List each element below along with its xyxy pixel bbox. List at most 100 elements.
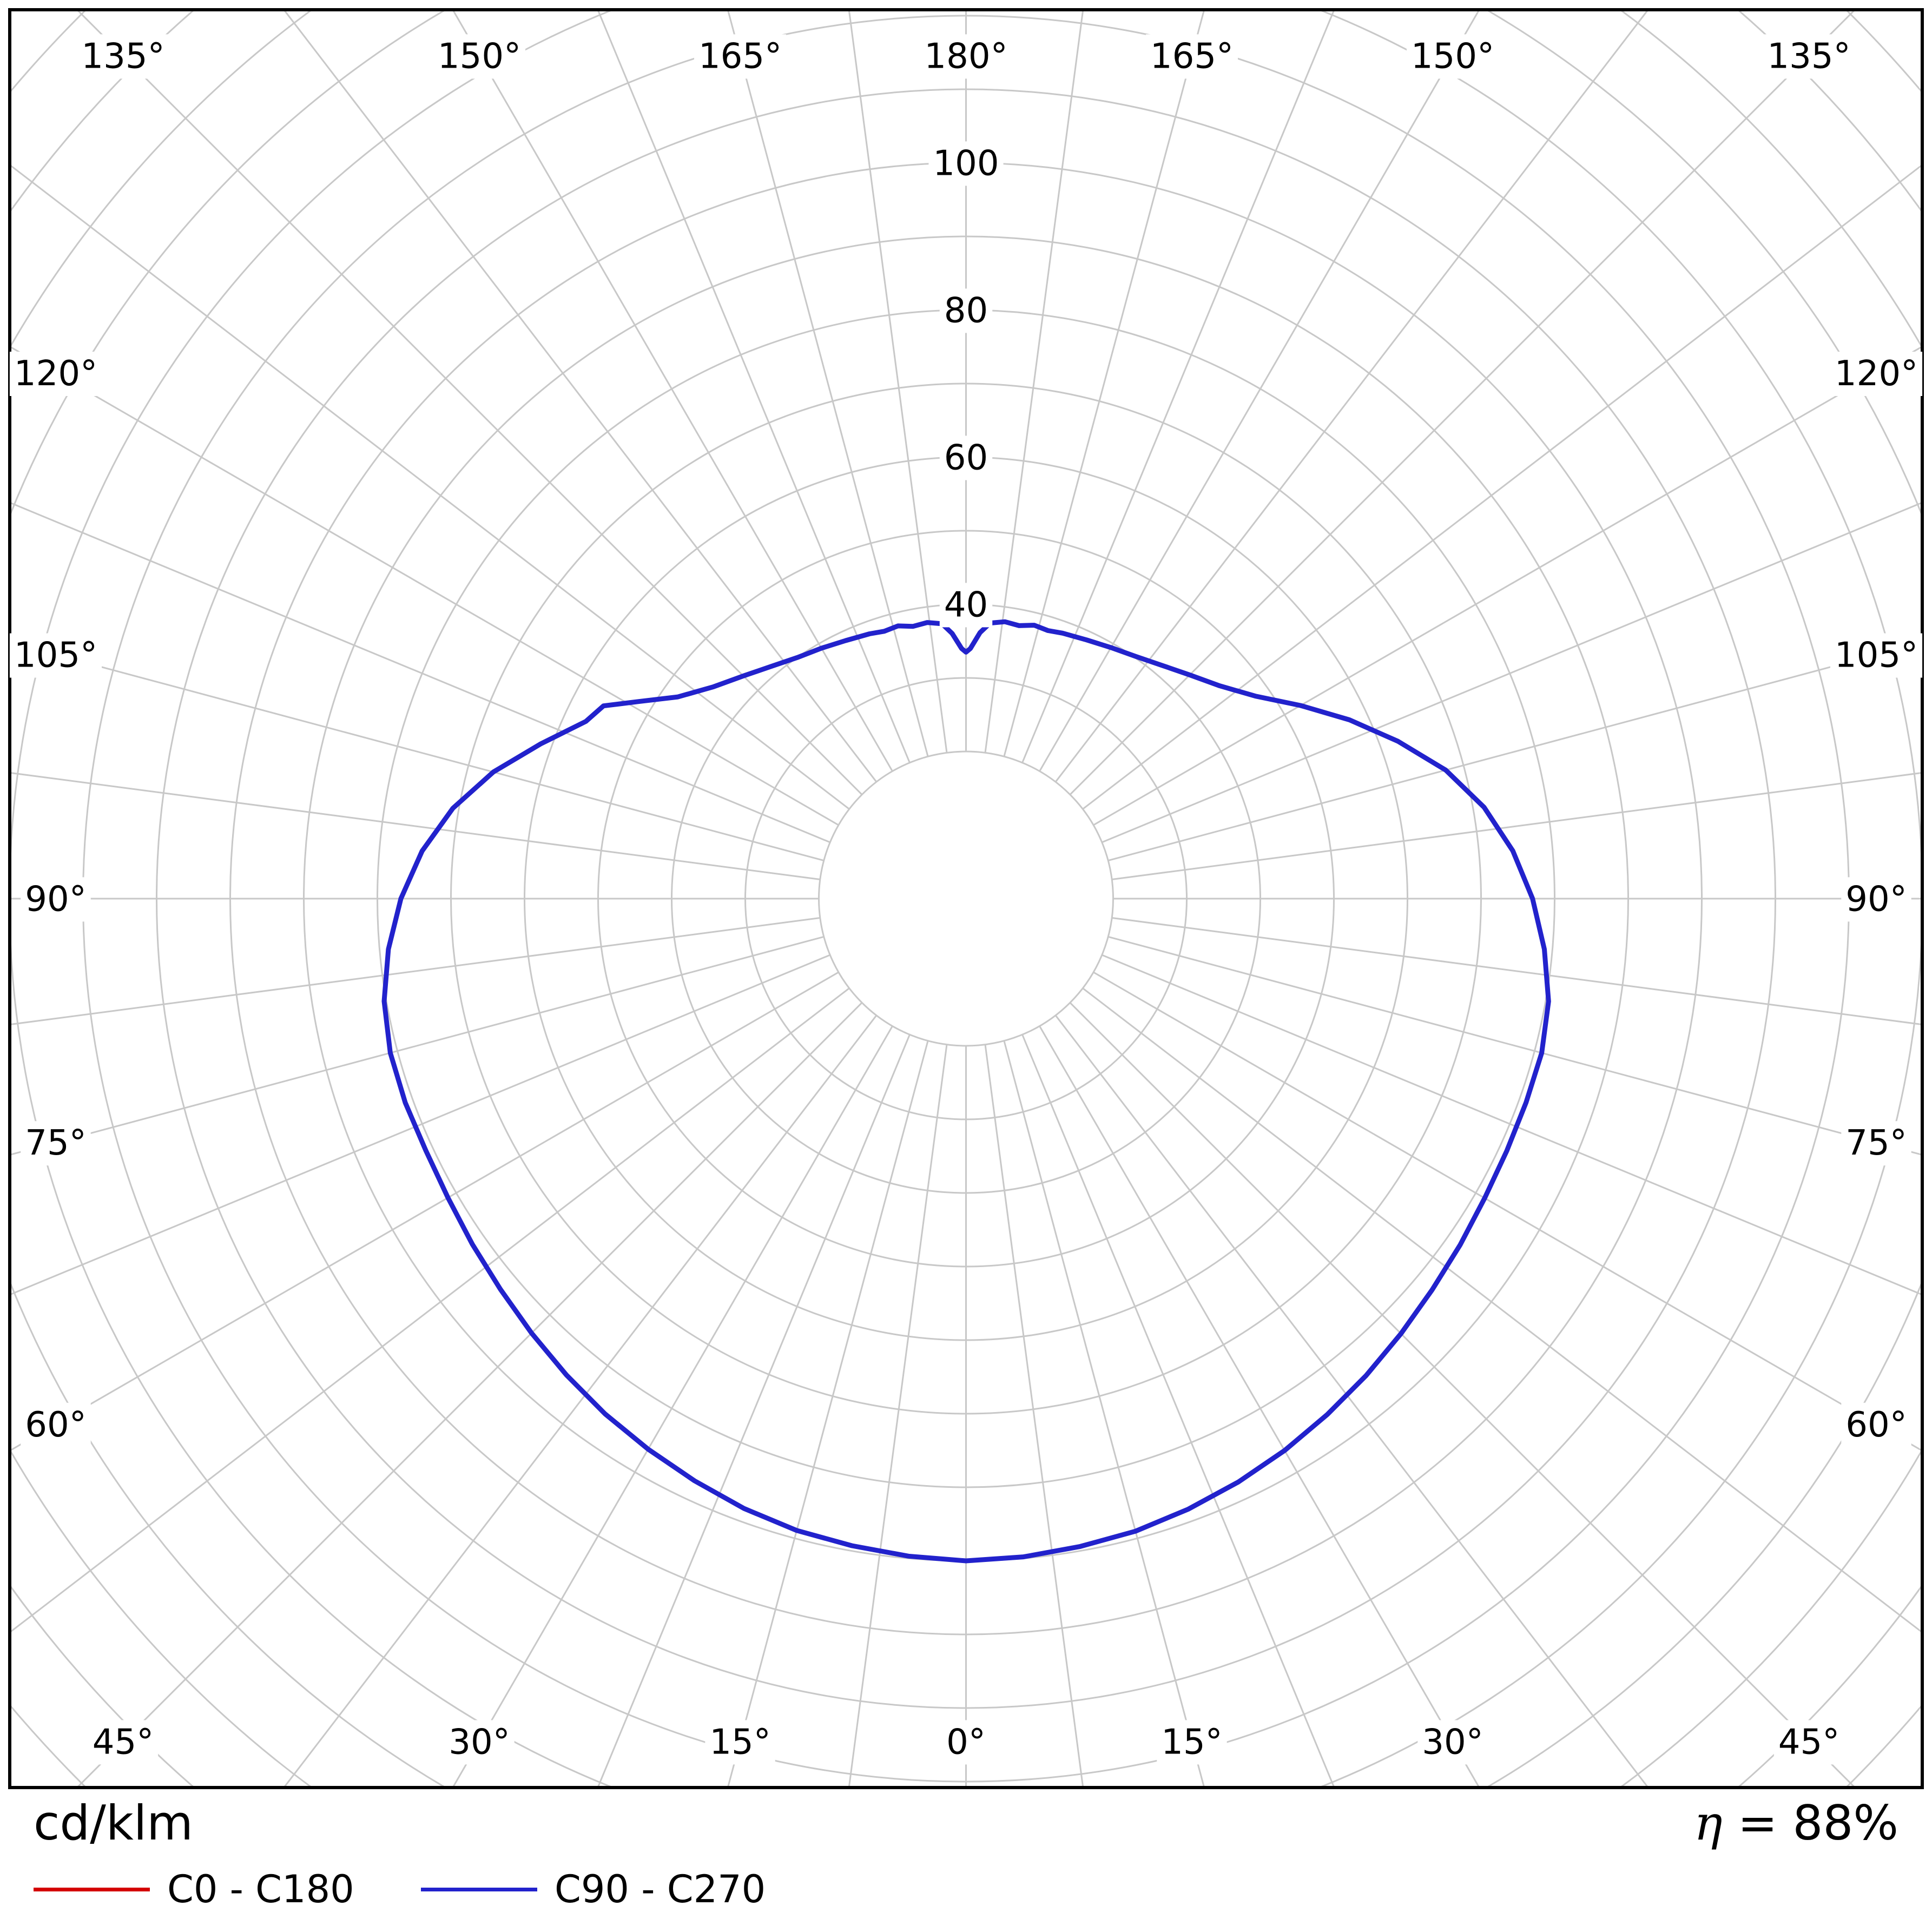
label-backing: [939, 436, 993, 480]
grid-spoke: [452, 1025, 893, 1788]
label-backing: [939, 288, 993, 333]
legend-item-c0-c180: C0 - C180: [34, 1867, 354, 1911]
grid-spoke: [1102, 502, 1922, 843]
label-backing: [1157, 1720, 1227, 1765]
label-backing: [21, 877, 91, 922]
grid-spoke: [10, 935, 825, 1156]
radial-label: 60: [944, 438, 988, 478]
legend-swatch-red: [34, 1887, 150, 1891]
angle-label: 75°: [25, 1123, 86, 1163]
units-label: cd/klm: [34, 1795, 194, 1851]
label-backing: [1830, 352, 1923, 397]
angle-label: 45°: [1778, 1722, 1839, 1762]
angle-label: 180°: [924, 36, 1007, 76]
grid-spoke: [10, 954, 830, 1296]
label-backing: [1763, 34, 1855, 79]
grid-spoke: [1102, 954, 1922, 1296]
angle-label: 150°: [438, 36, 521, 76]
grid-spoke: [984, 1044, 1084, 1788]
grid-spoke: [1082, 987, 1922, 1634]
label-backing: [1406, 34, 1499, 79]
radial-label: 80: [944, 291, 988, 331]
grid-spoke: [1069, 1002, 1856, 1788]
grid-spoke: [727, 1040, 929, 1788]
angle-label: 90°: [25, 879, 86, 919]
label-backing: [9, 633, 102, 678]
label-backing: [1841, 1402, 1911, 1447]
grid-spoke: [1003, 1040, 1205, 1788]
label-backing: [920, 34, 1012, 79]
angle-label: 90°: [1845, 879, 1907, 919]
radial-label: 100: [933, 143, 999, 183]
grid-spoke: [10, 641, 825, 862]
grid-ring: [818, 750, 1114, 1047]
angle-label: 150°: [1411, 36, 1494, 76]
grid-spoke: [76, 1002, 863, 1788]
label-backing: [705, 1720, 775, 1765]
grid-spoke: [10, 502, 830, 843]
grid-spoke: [76, 10, 863, 795]
grid-spoke: [1093, 971, 1922, 1452]
grid-spoke: [10, 987, 850, 1634]
grid-spoke: [282, 1014, 878, 1788]
grid-spoke: [1021, 1034, 1335, 1788]
label-backing: [444, 1720, 515, 1765]
angle-label: 60°: [1845, 1405, 1907, 1445]
label-backing: [1841, 877, 1911, 922]
grid-spoke: [1093, 345, 1922, 826]
efficiency-value: = 88%: [1737, 1795, 1898, 1851]
grid-spoke: [452, 10, 893, 772]
grid-spoke: [1107, 935, 1922, 1156]
grid-spoke: [1054, 10, 1650, 783]
label-backing: [9, 352, 102, 397]
grid-spoke: [1039, 1025, 1480, 1788]
grid-spoke: [984, 10, 1084, 753]
grid-spoke: [1107, 641, 1922, 862]
grid-spoke: [848, 10, 948, 753]
grid-spoke: [1003, 10, 1205, 757]
legend-item-c90-c270: C90 - C270: [421, 1867, 766, 1911]
plot-border: [8, 8, 1924, 1789]
grid-spoke: [1111, 772, 1922, 880]
grid-spoke: [848, 1044, 948, 1788]
label-backing: [928, 141, 1004, 186]
angle-label: 75°: [1845, 1123, 1907, 1163]
label-backing: [1417, 1720, 1488, 1765]
grid-spoke: [10, 345, 839, 826]
label-backing: [694, 34, 787, 79]
intensity-curve-1: [381, 619, 1551, 1564]
label-backing: [1145, 34, 1238, 79]
grid-spoke: [727, 10, 929, 757]
angle-label: 15°: [1161, 1722, 1222, 1762]
label-backing: [1773, 1720, 1844, 1765]
angle-label: 165°: [1150, 36, 1234, 76]
radial-label: 40: [944, 585, 988, 625]
legend-label: C90 - C270: [555, 1867, 766, 1911]
eta-symbol: η: [1693, 1795, 1723, 1851]
grid-spoke: [597, 10, 911, 763]
grid-spoke: [1039, 10, 1480, 772]
angle-label: 15°: [709, 1722, 770, 1762]
angle-label: 105°: [14, 636, 97, 676]
angle-label: 60°: [25, 1405, 86, 1445]
label-backing: [1830, 633, 1923, 678]
angle-label: 45°: [93, 1722, 154, 1762]
angle-label: 165°: [698, 36, 782, 76]
label-backing: [77, 34, 169, 79]
efficiency-label: η = 88%: [1694, 1795, 1898, 1851]
angle-label: 135°: [81, 36, 164, 76]
grid-spoke: [282, 10, 878, 783]
legend-swatch-blue: [421, 1887, 537, 1891]
label-backing: [942, 1720, 990, 1765]
angle-label: 120°: [1835, 354, 1918, 394]
grid-spoke: [10, 772, 821, 880]
angle-label: 0°: [946, 1722, 986, 1762]
grid-spoke: [1021, 10, 1335, 763]
label-backing: [21, 1402, 91, 1447]
grid-spoke: [10, 917, 821, 1026]
grid-spoke: [1069, 10, 1856, 795]
label-backing: [433, 34, 526, 79]
label-backing: [1841, 1121, 1911, 1166]
